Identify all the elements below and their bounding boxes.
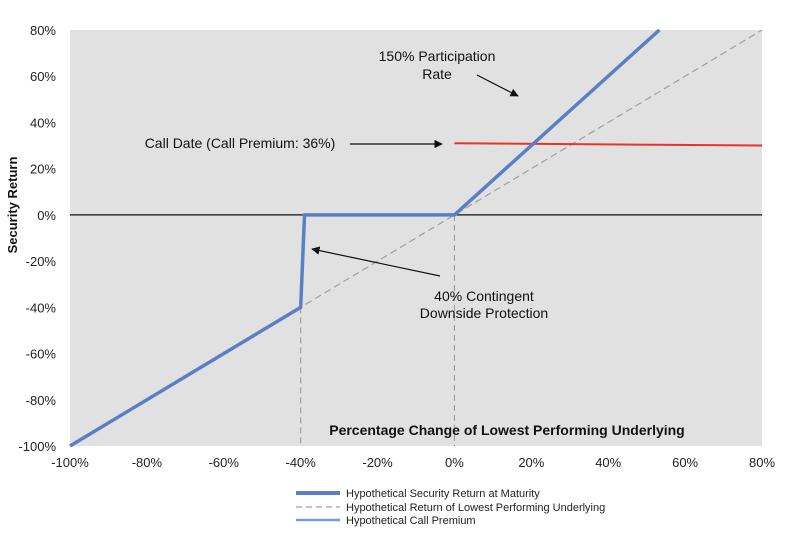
- legend-item-underlying: Hypothetical Return of Lowest Performing…: [296, 502, 605, 514]
- y-tick-label: -80%: [26, 393, 57, 408]
- x-tick-label: 40%: [595, 455, 621, 470]
- annotation-contingent-line1: 40% Contingent: [434, 288, 534, 304]
- y-tick-label: 60%: [30, 69, 56, 84]
- y-tick-label: 40%: [30, 115, 56, 130]
- annotation-participation-line2: Rate: [422, 66, 452, 82]
- x-tick-label: -20%: [362, 455, 393, 470]
- y-tick-label: -20%: [26, 254, 57, 269]
- legend: Hypothetical Security Return at Maturity…: [296, 488, 605, 527]
- y-tick-label: 0%: [37, 208, 56, 223]
- x-tick-label: 60%: [672, 455, 698, 470]
- x-tick-label: -80%: [132, 455, 163, 470]
- legend-item-call-premium: Hypothetical Call Premium: [296, 515, 476, 527]
- x-tick-label: 80%: [749, 455, 775, 470]
- annotation-participation-line1: 150% Participation: [379, 48, 496, 64]
- contingent-arrow: [311, 246, 441, 277]
- legend-item-security-return: Hypothetical Security Return at Maturity: [296, 488, 540, 500]
- x-tick-labels: -100% -80% -60% -40% -20% 0% 20% 40% 60% 80%: [51, 455, 775, 470]
- series-layer: [69, 28, 763, 448]
- y-tick-labels: 80% 60% 40% 20% 0% -20% -40% -60% -80% -100%: [18, 23, 56, 454]
- legend-label-call-premium: Hypothetical Call Premium: [346, 515, 476, 527]
- y-axis-label: Security Return: [5, 157, 20, 254]
- annotation-call-date-text: Call Date (Call Premium: 36%): [145, 135, 336, 151]
- annotation-call-date: Call Date (Call Premium: 36%): [145, 135, 443, 151]
- series-call-premium-line: [454, 142, 763, 147]
- legend-label-underlying: Hypothetical Return of Lowest Performing…: [346, 502, 605, 514]
- legend-label-security-return: Hypothetical Security Return at Maturity: [346, 488, 540, 500]
- y-tick-label: -100%: [18, 439, 56, 454]
- y-tick-label: -60%: [26, 347, 57, 362]
- annotation-contingent-line2: Downside Protection: [420, 305, 548, 321]
- x-tick-label: -40%: [285, 455, 316, 470]
- y-tick-label: 80%: [30, 23, 56, 38]
- participation-arrow: [476, 74, 519, 97]
- annotation-participation: 150% Participation Rate: [379, 48, 519, 97]
- y-tick-label: -40%: [26, 300, 57, 315]
- series-security-return-line: [69, 28, 661, 448]
- annotation-contingent: 40% Contingent Downside Protection: [311, 246, 548, 321]
- x-tick-label: -100%: [51, 455, 89, 470]
- x-tick-label: 0%: [445, 455, 464, 470]
- y-tick-label: 20%: [30, 162, 56, 177]
- x-tick-label: -60%: [209, 455, 240, 470]
- x-axis-label: Percentage Change of Lowest Performing U…: [329, 422, 685, 438]
- x-tick-label: 20%: [518, 455, 544, 470]
